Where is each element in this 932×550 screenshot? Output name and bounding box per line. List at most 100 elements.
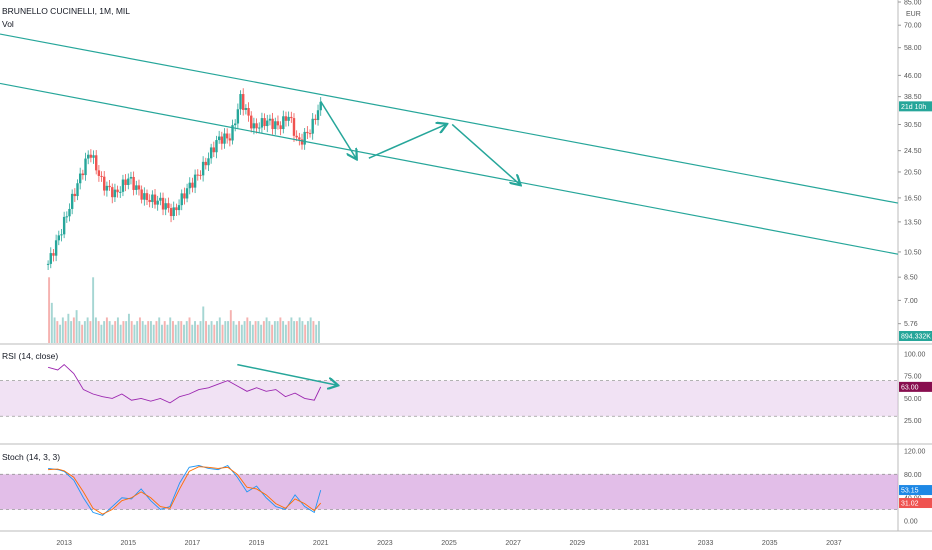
volume-bar	[177, 321, 180, 343]
volume-bar	[309, 317, 312, 343]
candle-body	[316, 110, 320, 121]
stoch-k-tag: 53.15	[901, 488, 919, 495]
candle-body	[92, 155, 95, 158]
candle-body	[279, 125, 282, 130]
candle-body	[209, 147, 213, 159]
candle-body	[113, 189, 117, 198]
candle-body	[298, 137, 301, 140]
trend-channel-line	[0, 33, 899, 204]
volume-bar	[210, 321, 213, 343]
rsi-tick-label: 100.00	[904, 351, 926, 358]
rsi-band	[0, 380, 898, 417]
candle-body	[274, 121, 277, 130]
volume-bar	[301, 321, 304, 343]
candle-body	[54, 240, 58, 256]
volume-bar	[271, 324, 274, 343]
volume-bar	[138, 317, 141, 343]
price-tick-label: 7.00	[904, 298, 918, 305]
volume-bar	[144, 324, 147, 343]
projection-arrow	[451, 123, 519, 184]
candle-body	[172, 207, 175, 217]
volume-bar	[257, 321, 260, 343]
volume-bar	[194, 321, 196, 343]
volume-bar	[53, 317, 56, 343]
volume-bar	[61, 317, 64, 343]
volume-bar	[254, 321, 257, 343]
candle-body	[255, 123, 258, 129]
volume-bar	[78, 321, 81, 343]
candle-body	[263, 118, 266, 127]
volume-bar	[152, 324, 155, 343]
price-tick-label: 20.50	[904, 169, 922, 176]
volume-bar	[265, 317, 268, 343]
candle-body	[244, 108, 248, 110]
volume-bar	[111, 324, 114, 343]
candle-body	[161, 197, 165, 210]
candle-body	[78, 173, 82, 184]
candle-body	[103, 176, 106, 191]
candle-body	[65, 216, 69, 218]
stoch-band	[0, 474, 898, 510]
price-tick-label: 70.00	[904, 23, 922, 30]
volume-label: Vol	[2, 19, 14, 29]
candle-body	[95, 155, 98, 171]
stoch-tick-label: 120.00	[904, 448, 926, 455]
volume-bar	[149, 321, 152, 343]
price-tick-label: 8.50	[904, 275, 918, 282]
candle-body	[76, 183, 79, 197]
volume-bar	[191, 324, 194, 343]
volume-bar	[238, 321, 241, 343]
price-tick-label: 16.50	[904, 195, 922, 202]
volume-bar	[276, 321, 279, 343]
candle-body	[215, 140, 218, 153]
stoch-tick-label: 80.00	[904, 472, 922, 479]
candle-body	[124, 179, 127, 185]
stoch-d-line	[48, 466, 322, 515]
candle-body	[127, 178, 130, 185]
candle-body	[132, 176, 135, 190]
candle-body	[220, 136, 224, 144]
candle-body	[129, 176, 133, 179]
candle-body	[306, 131, 309, 134]
candle-body	[258, 127, 261, 129]
candle-body	[52, 253, 55, 256]
volume-bar	[114, 321, 117, 343]
candle-body	[137, 185, 141, 190]
volume-bar	[147, 321, 150, 343]
volume-bar	[174, 324, 177, 343]
volume-bar	[180, 321, 183, 343]
volume-bar	[83, 321, 86, 343]
stoch-panel-label: Stoch (14, 3, 3)	[2, 452, 61, 462]
price-tag: 21d 10h	[901, 104, 926, 111]
price-tick-label: 10.50	[904, 249, 922, 256]
time-tick-label: 2029	[569, 540, 585, 547]
candle-body	[156, 200, 159, 205]
volume-bar	[172, 321, 174, 343]
volume-bar	[317, 321, 320, 343]
volume-bar	[216, 321, 219, 343]
volume-bar	[119, 324, 122, 343]
time-tick-label: 2025	[441, 540, 457, 547]
candle-body	[225, 133, 229, 139]
volume-bar	[133, 324, 136, 343]
candle-body	[217, 136, 221, 141]
volume-bar	[166, 324, 169, 343]
time-tick-label: 2027	[505, 540, 521, 547]
volume-bar	[108, 321, 111, 343]
candle-body	[271, 118, 274, 130]
volume-bar	[155, 321, 158, 343]
time-tick-label: 2019	[249, 540, 265, 547]
rsi-tick-label: 25.00	[904, 418, 922, 425]
volume-bar	[75, 310, 78, 343]
volume-bar	[92, 277, 95, 343]
volume-bar	[100, 324, 103, 343]
volume-bar	[243, 321, 246, 343]
volume-bar	[249, 321, 252, 343]
candle-body	[199, 174, 202, 176]
volume-bar	[207, 324, 210, 343]
price-tick-label: 85.00	[904, 0, 922, 7]
candle-body	[260, 118, 264, 128]
volume-bar	[284, 324, 287, 343]
time-tick-label: 2033	[698, 540, 714, 547]
